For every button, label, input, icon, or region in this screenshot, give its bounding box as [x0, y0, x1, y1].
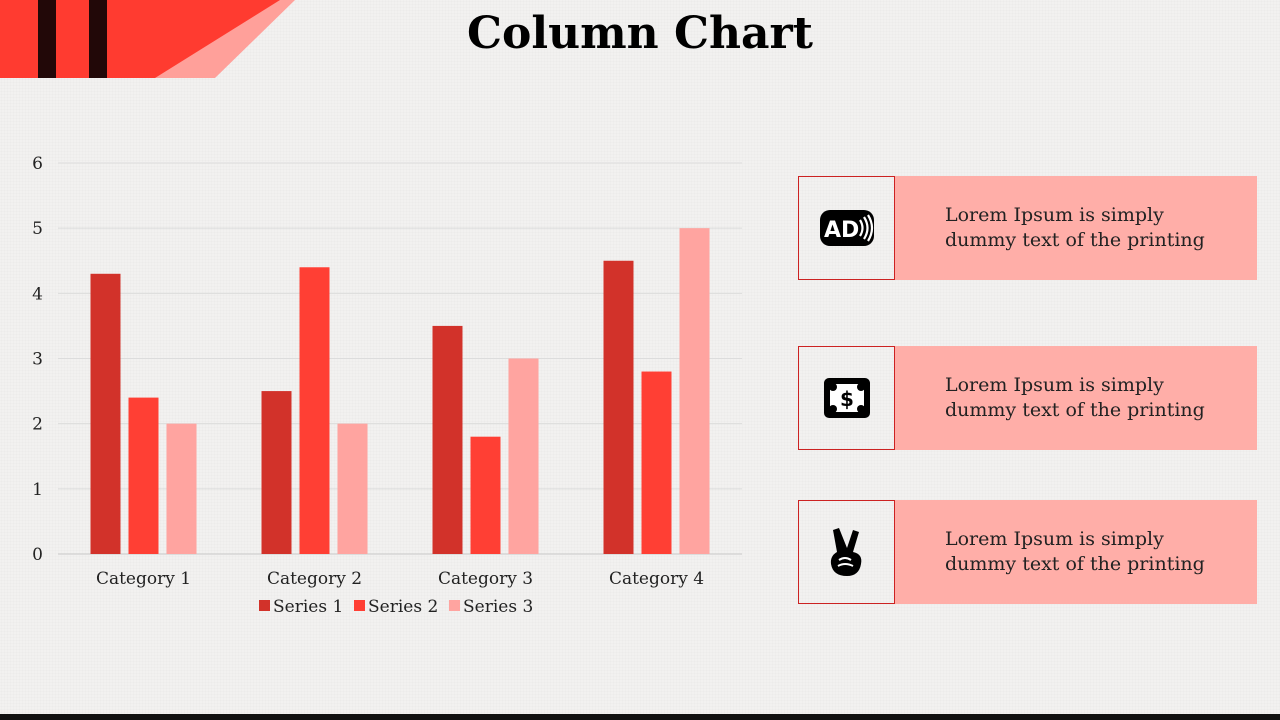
y-tick-label: 5 [32, 219, 43, 239]
bar-2 [299, 267, 330, 554]
legend-label: Series 1 [273, 597, 343, 617]
icon-box [798, 500, 895, 604]
icon-box: AD [798, 176, 895, 280]
legend-label: Series 2 [368, 597, 438, 617]
y-tick-label: 0 [32, 545, 43, 565]
peace-hand-icon [830, 528, 861, 576]
card-text-box: Lorem Ipsum is simply dummy text of the … [895, 500, 1257, 604]
bar-3 [679, 228, 710, 554]
bar-1 [261, 391, 292, 554]
card-text-box: Lorem Ipsum is simply dummy text of the … [895, 346, 1257, 450]
svg-text:AD: AD [824, 218, 859, 243]
bar-3 [166, 423, 197, 554]
svg-text:$: $ [840, 387, 854, 411]
x-tick-label: Category 3 [438, 569, 533, 589]
y-tick-label: 6 [32, 154, 43, 174]
x-tick-label: Category 4 [609, 569, 704, 589]
card-text: Lorem Ipsum is simply dummy text of the … [945, 204, 1205, 251]
card-text: Lorem Ipsum is simply dummy text of the … [945, 374, 1205, 421]
x-tick-label: Category 1 [96, 569, 191, 589]
x-tick-label: Category 2 [267, 569, 362, 589]
bar-1 [432, 325, 463, 554]
legend-swatch [449, 600, 460, 611]
y-tick-label: 2 [32, 415, 43, 435]
y-tick-label: 3 [32, 350, 43, 370]
bar-1 [603, 260, 634, 554]
legend-swatch [259, 600, 270, 611]
y-tick-label: 1 [32, 480, 43, 500]
bottom-bar [0, 714, 1280, 720]
bar-2 [641, 371, 672, 554]
bar-2 [470, 436, 501, 554]
column-chart: 0 1 2 3 4 5 6 Category 1 Category 2 Category 3 Cat… [32, 154, 742, 617]
info-card-1: AD Lorem Ipsum is simply dummy text of t… [798, 176, 1257, 280]
legend-label: Series 3 [463, 597, 533, 617]
page-title: Column Chart [467, 8, 813, 59]
icon-box: $ [798, 346, 895, 450]
money-icon: $ [823, 378, 870, 418]
audio-description-icon: AD [819, 210, 874, 246]
y-tick-label: 4 [32, 284, 43, 304]
info-card-3: Lorem Ipsum is simply dummy text of the … [798, 500, 1257, 604]
card-text-box: Lorem Ipsum is simply dummy text of the … [895, 176, 1257, 280]
bar-1 [90, 273, 121, 554]
corner-decoration [0, 0, 295, 78]
bar-2 [128, 397, 159, 554]
legend-swatch [354, 600, 365, 611]
bar-3 [337, 423, 368, 554]
card-text: Lorem Ipsum is simply dummy text of the … [945, 528, 1205, 575]
info-card-2: $ Lorem Ipsum is simply dummy text of th… [798, 346, 1257, 450]
bar-3 [508, 358, 539, 554]
